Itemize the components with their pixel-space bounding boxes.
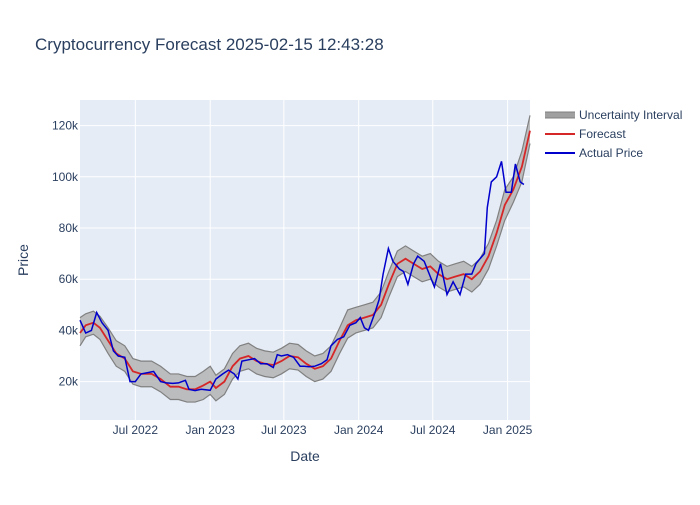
legend-label-forecast: Forecast [579,127,626,141]
y-tick-label-0: 20k [59,375,79,389]
forecast-line-group [79,130,531,391]
uncertainty-lower-line [79,143,531,403]
y-tick-labels: 20k 40k 60k 80k 100k 120k [52,119,79,389]
actual-price-line-group [79,161,525,392]
forecast-line [79,130,531,391]
x-tick-label-3: Jan 2024 [334,423,384,437]
legend-item-actual-price[interactable]: Actual Price [545,146,643,160]
x-tick-label-2: Jul 2023 [261,423,307,437]
grid-lines [80,100,530,420]
uncertainty-upper-line [79,115,531,378]
y-tick-label-3: 80k [59,221,79,235]
x-tick-labels: Jul 2022 Jan 2023 Jul 2023 Jan 2024 Jul 2024… [113,423,533,437]
legend-item-uncertainty[interactable]: Uncertainty Interval [545,108,682,122]
uncertainty-band-group [79,115,531,403]
chart-title: Cryptocurrency Forecast 2025-02-15 12:43… [35,35,384,54]
legend-item-forecast[interactable]: Forecast [545,127,626,141]
legend: Uncertainty Interval Forecast Actual Pri… [545,108,682,160]
y-tick-label-1: 40k [59,323,79,337]
x-tick-label-4: Jul 2024 [410,423,456,437]
y-tick-label-2: 60k [59,272,79,286]
legend-label-uncertainty: Uncertainty Interval [579,108,682,122]
legend-label-actual-price: Actual Price [579,146,643,160]
x-tick-label-0: Jul 2022 [113,423,159,437]
y-tick-label-5: 120k [52,119,79,133]
y-axis-label: Price [15,244,31,276]
x-axis-label: Date [290,448,320,464]
x-tick-label-5: Jan 2025 [483,423,533,437]
x-tick-label-1: Jan 2023 [186,423,236,437]
actual-price-line [79,161,525,392]
y-tick-label-4: 100k [52,170,79,184]
